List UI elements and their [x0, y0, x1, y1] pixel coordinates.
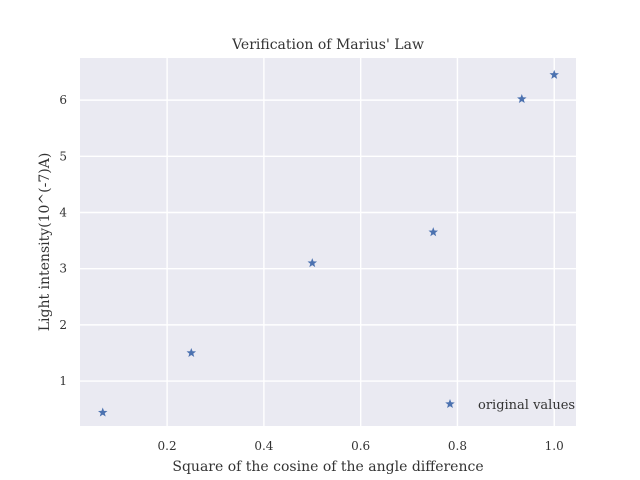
- legend: original values: [445, 398, 575, 413]
- data-point: [307, 258, 318, 268]
- y-tick-label: 1: [59, 374, 67, 388]
- x-tick-label: 0.2: [158, 439, 177, 453]
- y-tick-label: 4: [59, 206, 67, 220]
- data-point: [186, 347, 197, 358]
- y-tick-label: 3: [59, 262, 67, 276]
- legend-marker: [445, 399, 455, 409]
- y-axis-label: Light intensity(10^(-7)A): [37, 153, 53, 332]
- x-axis-label: Square of the cosine of the angle differ…: [172, 459, 483, 475]
- x-tick-label: 0.8: [448, 439, 467, 453]
- legend-label: original values: [478, 398, 575, 413]
- plot-area: [80, 58, 576, 426]
- data-points: [97, 69, 559, 417]
- data-point: [428, 227, 438, 237]
- x-tick-label: 0.4: [254, 439, 273, 453]
- y-tick-label: 6: [59, 93, 67, 107]
- data-point: [549, 69, 559, 79]
- x-tick-label: 1.0: [545, 439, 564, 453]
- y-tick-label: 5: [59, 149, 67, 163]
- data-point: [97, 407, 108, 417]
- chart-title: Verification of Marius' Law: [231, 37, 424, 53]
- tick-labels: 0.2 0.4 0.6 0.8 1.0 1 2 3 4 5 6: [59, 93, 563, 453]
- x-tick-label: 0.6: [351, 439, 370, 453]
- y-tick-label: 2: [59, 318, 67, 332]
- grid: [80, 58, 576, 426]
- data-point: [517, 94, 527, 104]
